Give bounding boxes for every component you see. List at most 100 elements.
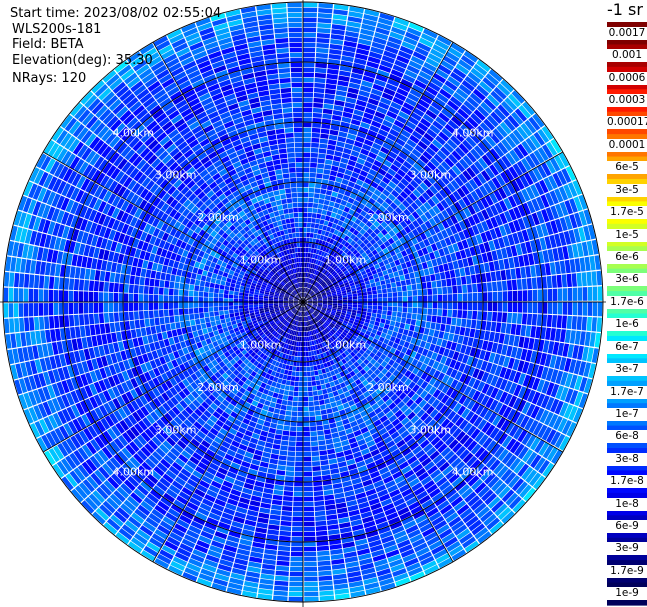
range-gate-cell (423, 62, 437, 72)
range-gate-cell (260, 393, 268, 400)
range-gate-cell (169, 433, 180, 443)
range-gate-cell (468, 178, 479, 190)
range-gate-cell (348, 575, 363, 583)
range-gate-cell (347, 332, 353, 337)
range-gate-cell (309, 309, 313, 314)
range-gate-cell (384, 544, 398, 554)
range-gate-cell (485, 230, 493, 241)
range-gate-cell (428, 105, 440, 116)
range-gate-cell (113, 490, 126, 503)
range-gate-cell (178, 372, 186, 381)
range-gate-cell (421, 262, 428, 270)
range-gate-cell (335, 253, 341, 260)
range-gate-cell (323, 263, 327, 269)
range-gate-cell (321, 358, 327, 364)
range-gate-cell (282, 430, 290, 436)
range-gate-cell (303, 526, 315, 532)
range-gate-cell (341, 116, 352, 124)
range-gate-cell (387, 462, 398, 471)
range-gate-cell (429, 124, 441, 135)
range-gate-cell (404, 370, 412, 378)
range-gate-cell (290, 313, 294, 318)
range-gate-cell (533, 131, 545, 146)
range-gate-cell (292, 325, 296, 330)
range-gate-cell (442, 465, 454, 476)
range-gate-cell (173, 384, 182, 393)
range-gate-cell (122, 463, 134, 475)
range-gate-cell (328, 349, 333, 355)
range-gate-cell (437, 415, 447, 425)
range-gate-cell (363, 255, 370, 261)
range-gate-cell (428, 143, 440, 153)
range-gate-cell (455, 416, 465, 427)
range-gate-cell (244, 413, 253, 421)
range-gate-cell (438, 248, 445, 257)
range-gate-cell (289, 431, 297, 437)
range-gate-cell (227, 415, 236, 423)
range-gate-cell (242, 487, 253, 495)
range-gate-cell (421, 314, 427, 321)
range-gate-cell (163, 454, 174, 465)
range-gate-cell (290, 319, 294, 324)
range-gate-cell (553, 415, 563, 431)
range-gate-cell (444, 270, 451, 279)
range-gate-cell (485, 206, 494, 218)
range-gate-cell (458, 198, 467, 209)
range-gate-cell (356, 371, 363, 379)
range-gate-cell (507, 302, 513, 313)
range-gate-cell (405, 196, 414, 205)
range-gate-cell (429, 377, 437, 386)
range-gate-cell (528, 338, 535, 350)
range-gate-cell (241, 320, 247, 326)
range-gate-cell (319, 143, 328, 149)
range-gate-cell (208, 512, 221, 521)
range-gate-cell (475, 404, 485, 416)
range-gate-cell (456, 277, 462, 286)
range-gate-cell (594, 332, 601, 348)
range-gate-cell (335, 356, 341, 362)
range-gate-cell (318, 239, 323, 245)
range-gate-cell (303, 386, 308, 392)
range-gate-cell (123, 417, 134, 428)
range-gate-cell (203, 345, 210, 352)
range-gate-cell (327, 325, 333, 330)
range-gate-cell (323, 98, 335, 105)
range-gate-cell (472, 368, 480, 379)
range-gate-cell (234, 479, 245, 487)
range-gate-cell (418, 453, 429, 463)
range-gate-cell (394, 17, 410, 27)
range-gate-cell (320, 281, 325, 286)
range-gate-cell (251, 317, 257, 322)
range-gate-cell (129, 441, 140, 453)
range-gate-cell (420, 363, 428, 372)
range-gate-cell (364, 457, 374, 465)
range-gate-cell (193, 421, 203, 430)
range-gate-cell (290, 355, 295, 361)
range-gate-cell (532, 377, 541, 391)
range-gate-cell (531, 198, 541, 212)
range-gate-cell (368, 151, 377, 160)
range-gate-cell (530, 240, 537, 253)
range-gate-cell (423, 178, 433, 188)
range-gate-cell (347, 291, 352, 295)
range-gate-cell (392, 234, 399, 242)
range-gate-cell (226, 471, 237, 479)
range-gate-cell (330, 401, 337, 408)
range-gate-cell (339, 273, 345, 278)
range-gate-cell (330, 277, 335, 282)
range-gate-cell (492, 414, 502, 427)
range-gate-cell (402, 268, 409, 275)
range-gate-cell (319, 255, 323, 261)
range-gate-cell (304, 306, 306, 312)
range-gate-cell (363, 372, 370, 379)
range-gate-cell (214, 531, 228, 540)
range-gate-cell (253, 332, 259, 337)
range-gate-cell (402, 354, 410, 362)
range-gate-cell (238, 398, 246, 406)
range-gate-cell (159, 477, 171, 488)
range-gate-cell (338, 263, 344, 269)
range-gate-cell (312, 112, 322, 118)
range-gate-cell (508, 93, 521, 108)
range-gate-cell (168, 508, 181, 518)
range-gate-cell (400, 106, 412, 116)
